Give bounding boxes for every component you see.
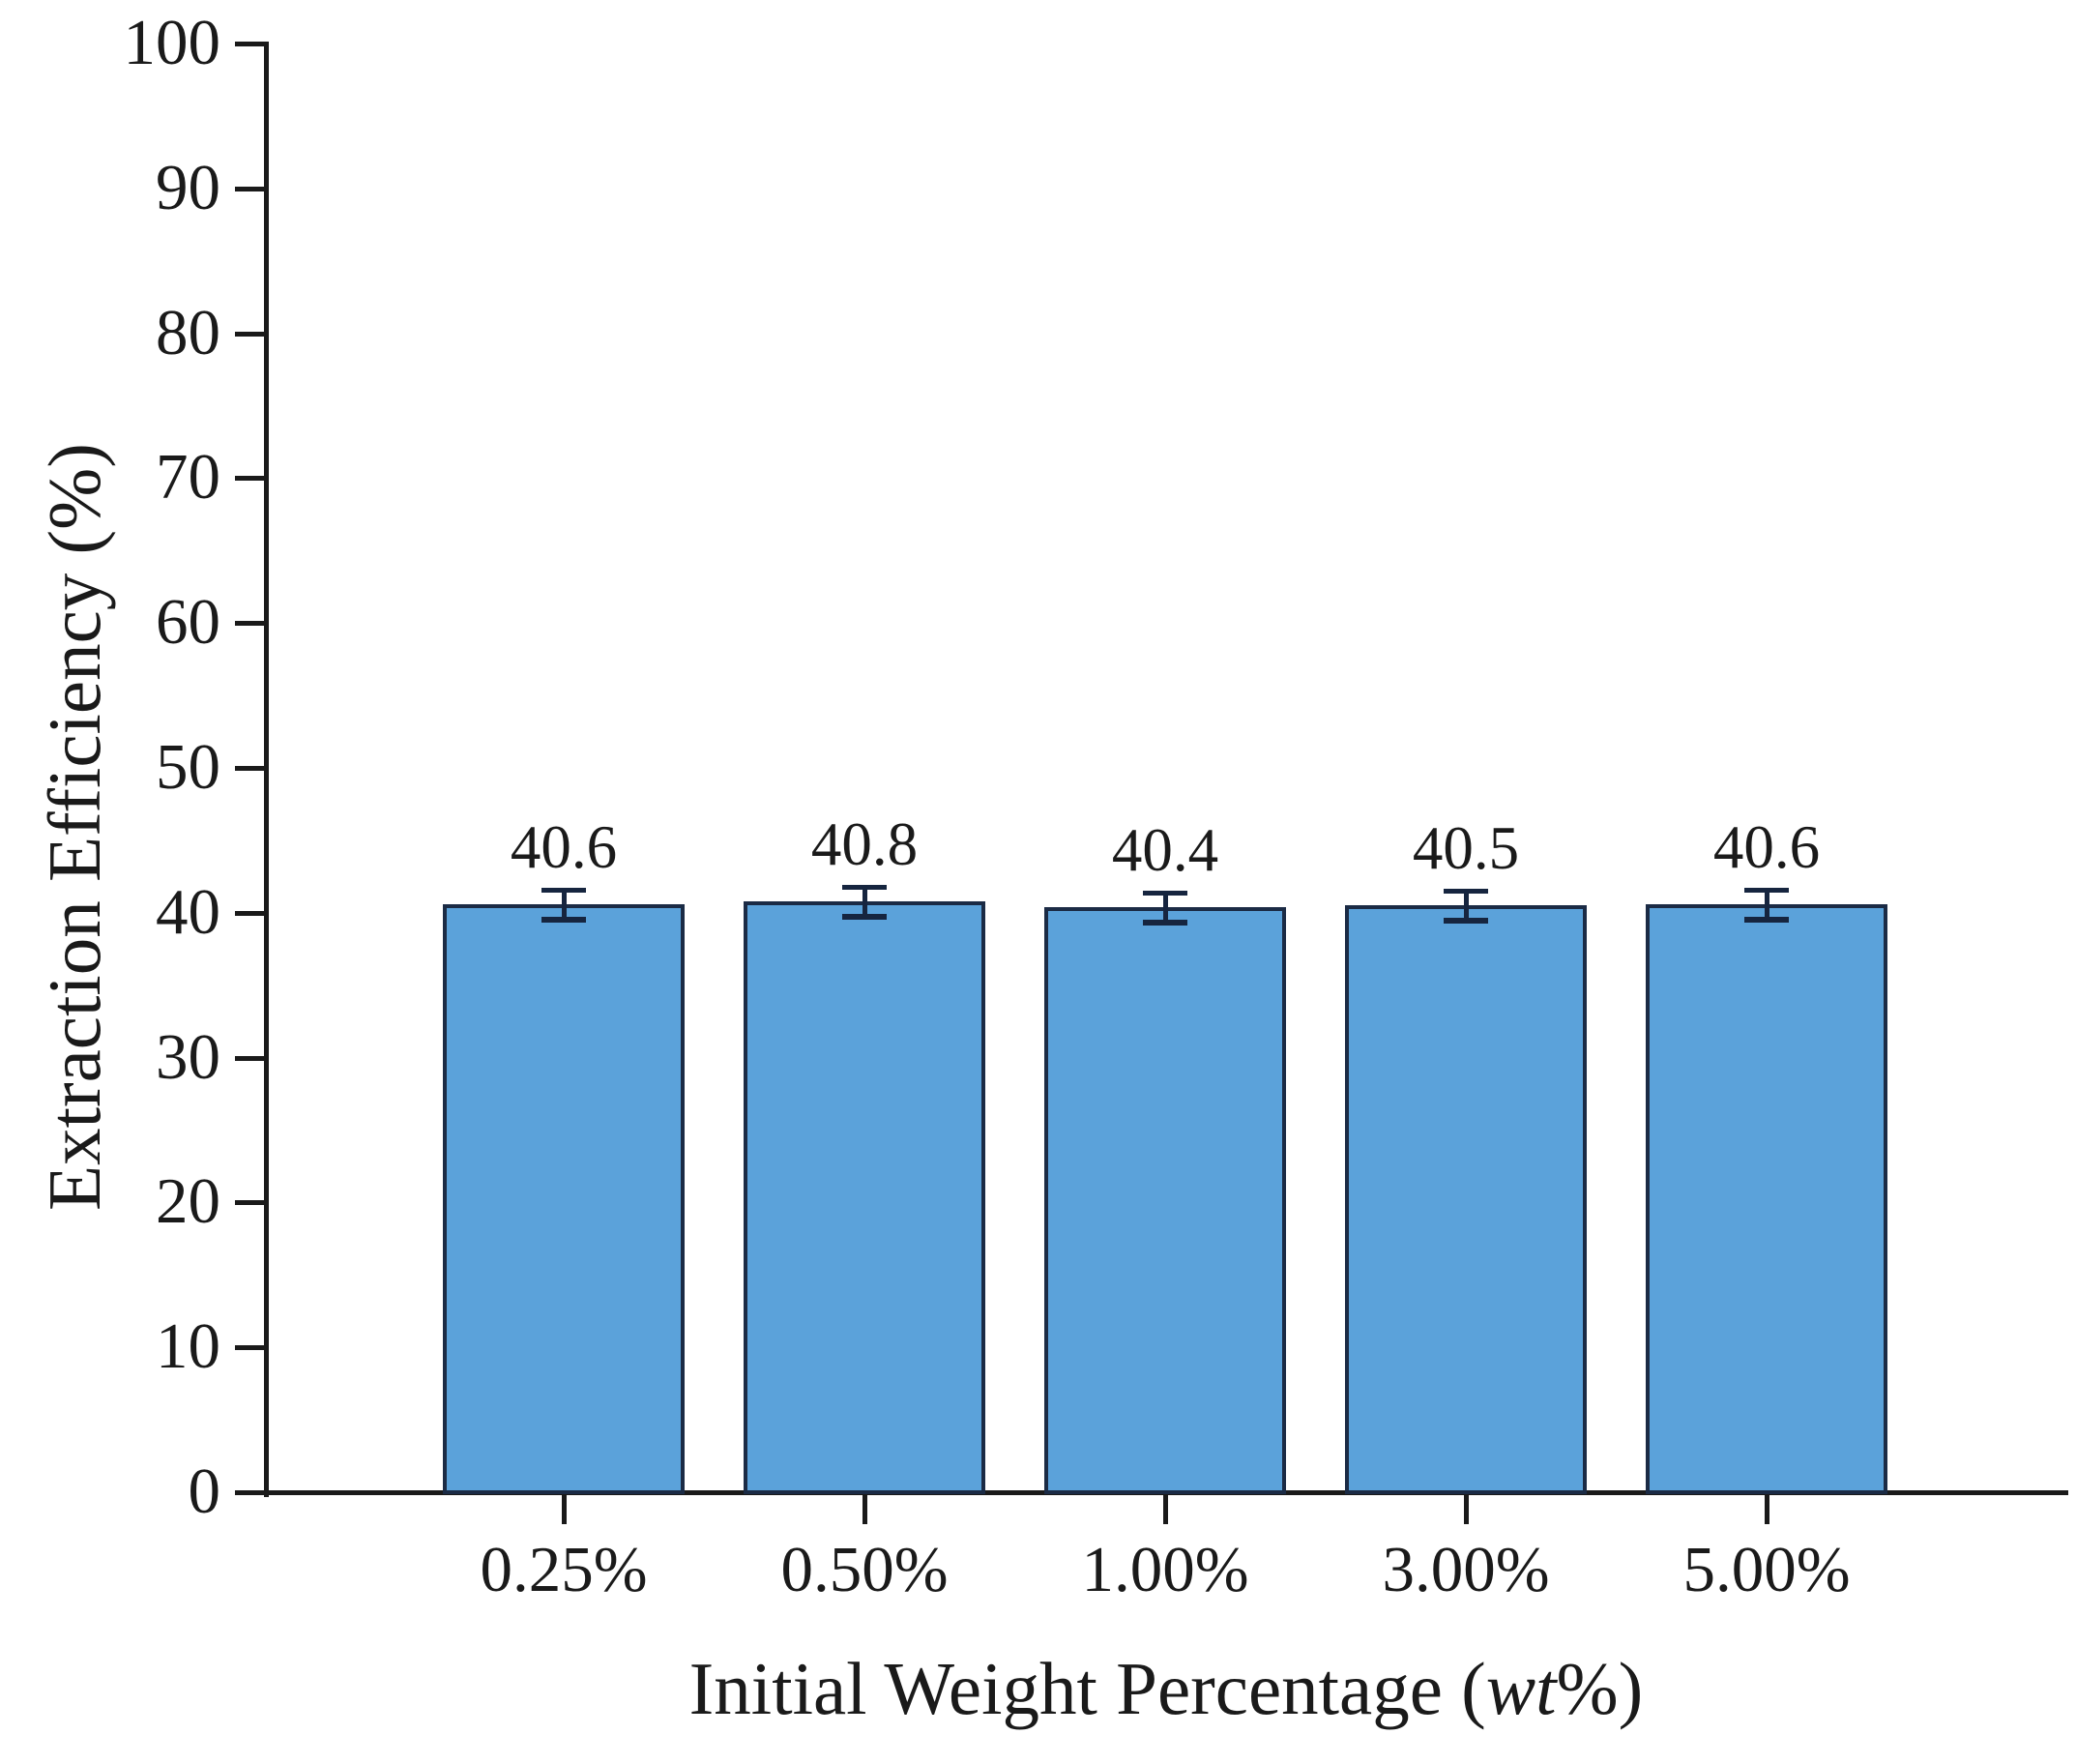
y-tick-label: 70 bbox=[156, 441, 220, 514]
y-tick-label: 50 bbox=[156, 731, 220, 803]
y-tick-mark bbox=[235, 42, 264, 46]
error-bar-cap-top bbox=[541, 887, 586, 893]
y-tick-label: 10 bbox=[156, 1310, 220, 1383]
y-tick-mark bbox=[235, 1490, 264, 1495]
y-tick-mark bbox=[235, 331, 264, 337]
y-axis-line bbox=[264, 42, 269, 1497]
error-bar-cap-bottom bbox=[1744, 916, 1789, 923]
x-tick-label: 0.50% bbox=[780, 1534, 949, 1605]
error-bar-stem bbox=[1163, 892, 1168, 922]
x-tick-label: 0.25% bbox=[480, 1534, 648, 1605]
bar bbox=[443, 903, 685, 1494]
y-tick-mark bbox=[235, 766, 264, 771]
y-tick-label: 0 bbox=[188, 1455, 221, 1527]
bar-value-label: 40.8 bbox=[810, 809, 919, 878]
bar bbox=[1044, 906, 1286, 1494]
error-bar-stem bbox=[1765, 889, 1769, 919]
x-axis-title-pre: Initial Weight Percentage ( bbox=[688, 1647, 1486, 1730]
y-tick-mark bbox=[235, 186, 264, 191]
y-tick-mark bbox=[235, 1345, 264, 1351]
bar bbox=[744, 900, 985, 1494]
error-bar-cap-bottom bbox=[541, 916, 586, 923]
error-bar-stem bbox=[1464, 891, 1469, 921]
error-bar-cap-bottom bbox=[842, 913, 887, 920]
x-tick-mark bbox=[863, 1495, 867, 1524]
x-axis-title-italic: wt bbox=[1485, 1647, 1557, 1730]
y-tick-label: 30 bbox=[156, 1020, 220, 1093]
y-tick-mark bbox=[235, 476, 264, 482]
bar-value-label: 40.6 bbox=[510, 812, 618, 881]
error-bar-cap-bottom bbox=[1143, 919, 1187, 926]
x-tick-label: 3.00% bbox=[1382, 1534, 1550, 1605]
bar-value-label: 40.4 bbox=[1111, 815, 1219, 884]
bar bbox=[1345, 905, 1587, 1494]
x-axis-title-post: %) bbox=[1556, 1647, 1644, 1730]
y-tick-mark bbox=[235, 621, 264, 627]
x-tick-mark bbox=[1464, 1495, 1469, 1524]
x-axis-title: Initial Weight Percentage (wt%) bbox=[393, 1644, 1940, 1733]
x-tick-mark bbox=[1163, 1495, 1168, 1524]
y-tick-label: 20 bbox=[156, 1165, 220, 1238]
y-tick-mark bbox=[235, 1200, 264, 1206]
y-tick-label: 80 bbox=[156, 296, 220, 368]
x-tick-label: 5.00% bbox=[1682, 1534, 1851, 1605]
x-tick-label: 1.00% bbox=[1081, 1534, 1249, 1605]
bar-value-label: 40.6 bbox=[1712, 812, 1821, 881]
y-tick-label: 100 bbox=[123, 7, 221, 78]
y-tick-label: 40 bbox=[156, 875, 220, 948]
error-bar-cap-top bbox=[1143, 890, 1187, 896]
error-bar-cap-top bbox=[1444, 889, 1488, 895]
x-tick-mark bbox=[1765, 1495, 1769, 1524]
y-tick-label: 60 bbox=[156, 586, 220, 659]
y-tick-mark bbox=[235, 910, 264, 916]
bar-value-label: 40.5 bbox=[1412, 814, 1520, 883]
x-tick-mark bbox=[562, 1495, 567, 1524]
y-tick-mark bbox=[235, 1055, 264, 1061]
error-bar-stem bbox=[562, 889, 567, 919]
bar bbox=[1646, 903, 1887, 1494]
error-bar-cap-top bbox=[842, 884, 887, 890]
y-tick-label: 90 bbox=[156, 151, 220, 223]
error-bar-cap-bottom bbox=[1444, 918, 1488, 925]
error-bar-stem bbox=[863, 886, 867, 916]
error-bar-cap-top bbox=[1744, 887, 1789, 893]
